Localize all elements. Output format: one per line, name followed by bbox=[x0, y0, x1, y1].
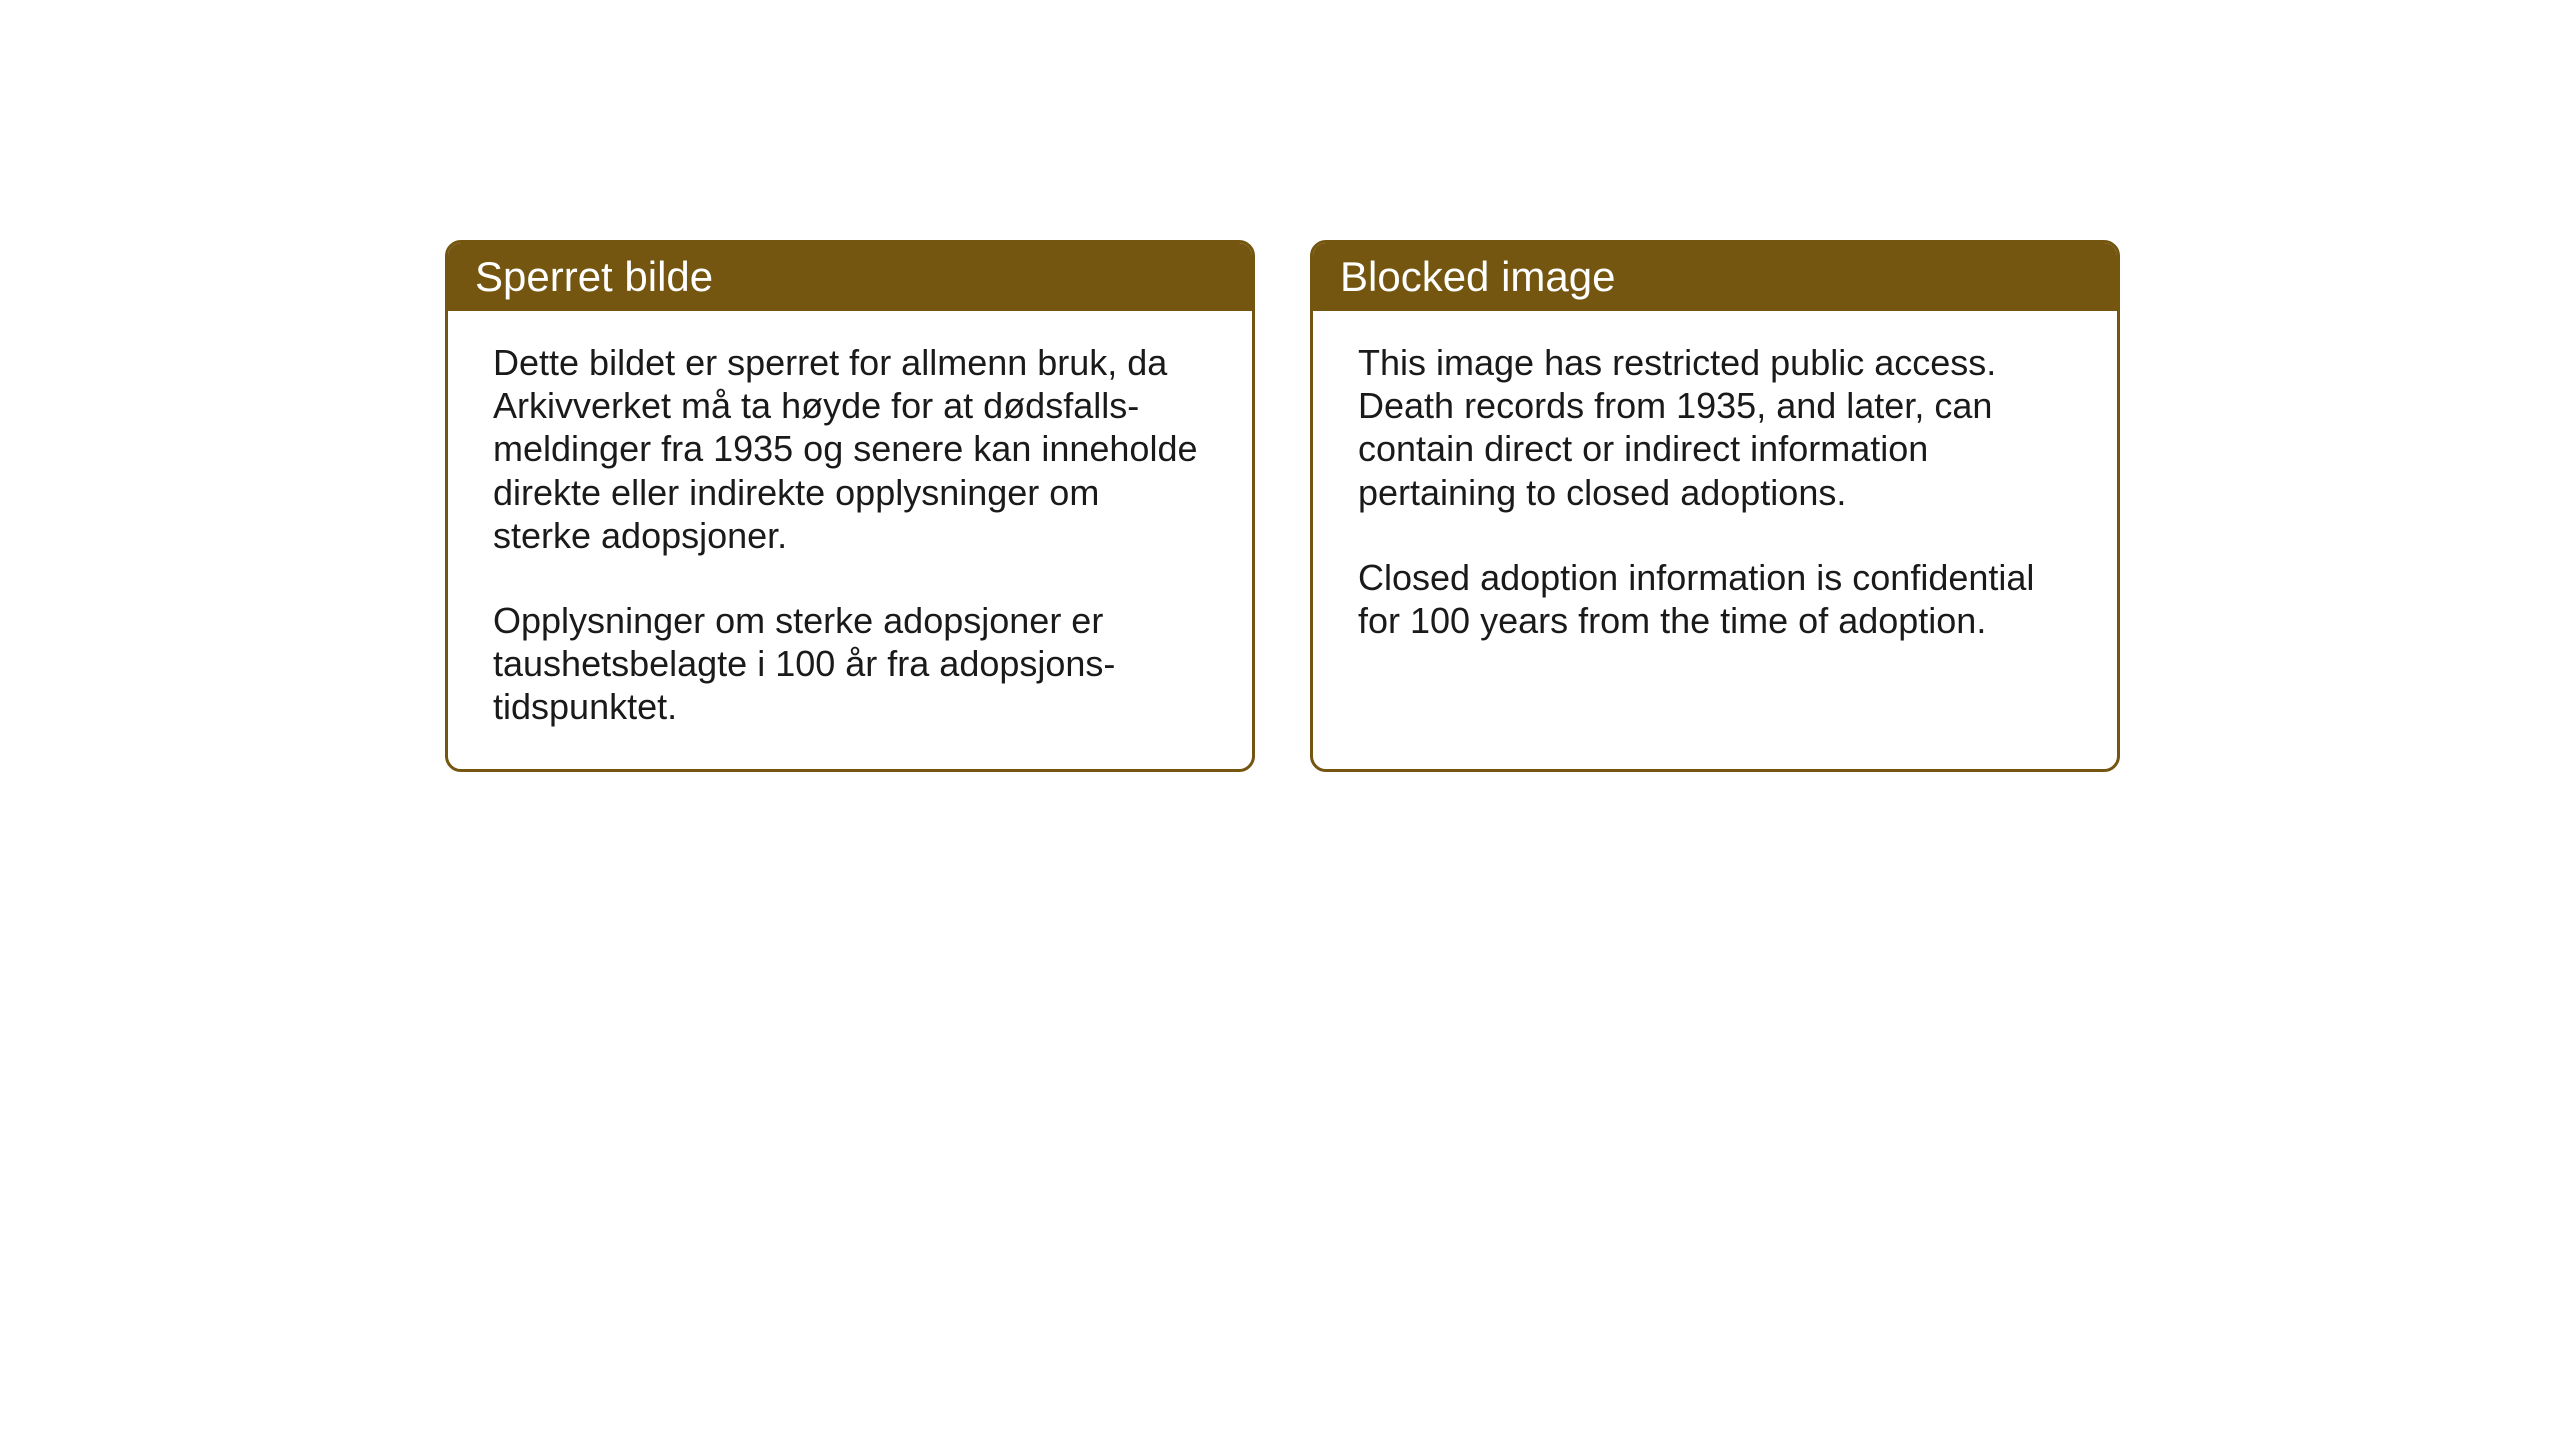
card-paragraph: Opplysninger om sterke adopsjoner er tau… bbox=[493, 599, 1207, 729]
card-body-norwegian: Dette bildet er sperret for allmenn bruk… bbox=[448, 311, 1252, 769]
card-paragraph: This image has restricted public access.… bbox=[1358, 341, 2072, 514]
card-english: Blocked image This image has restricted … bbox=[1310, 240, 2120, 772]
card-paragraph: Closed adoption information is confident… bbox=[1358, 556, 2072, 642]
card-title: Blocked image bbox=[1340, 253, 1615, 300]
card-body-english: This image has restricted public access.… bbox=[1313, 311, 2117, 751]
cards-container: Sperret bilde Dette bildet er sperret fo… bbox=[445, 240, 2560, 772]
card-paragraph: Dette bildet er sperret for allmenn bruk… bbox=[493, 341, 1207, 557]
card-header-english: Blocked image bbox=[1313, 243, 2117, 311]
card-header-norwegian: Sperret bilde bbox=[448, 243, 1252, 311]
card-title: Sperret bilde bbox=[475, 253, 713, 300]
card-norwegian: Sperret bilde Dette bildet er sperret fo… bbox=[445, 240, 1255, 772]
